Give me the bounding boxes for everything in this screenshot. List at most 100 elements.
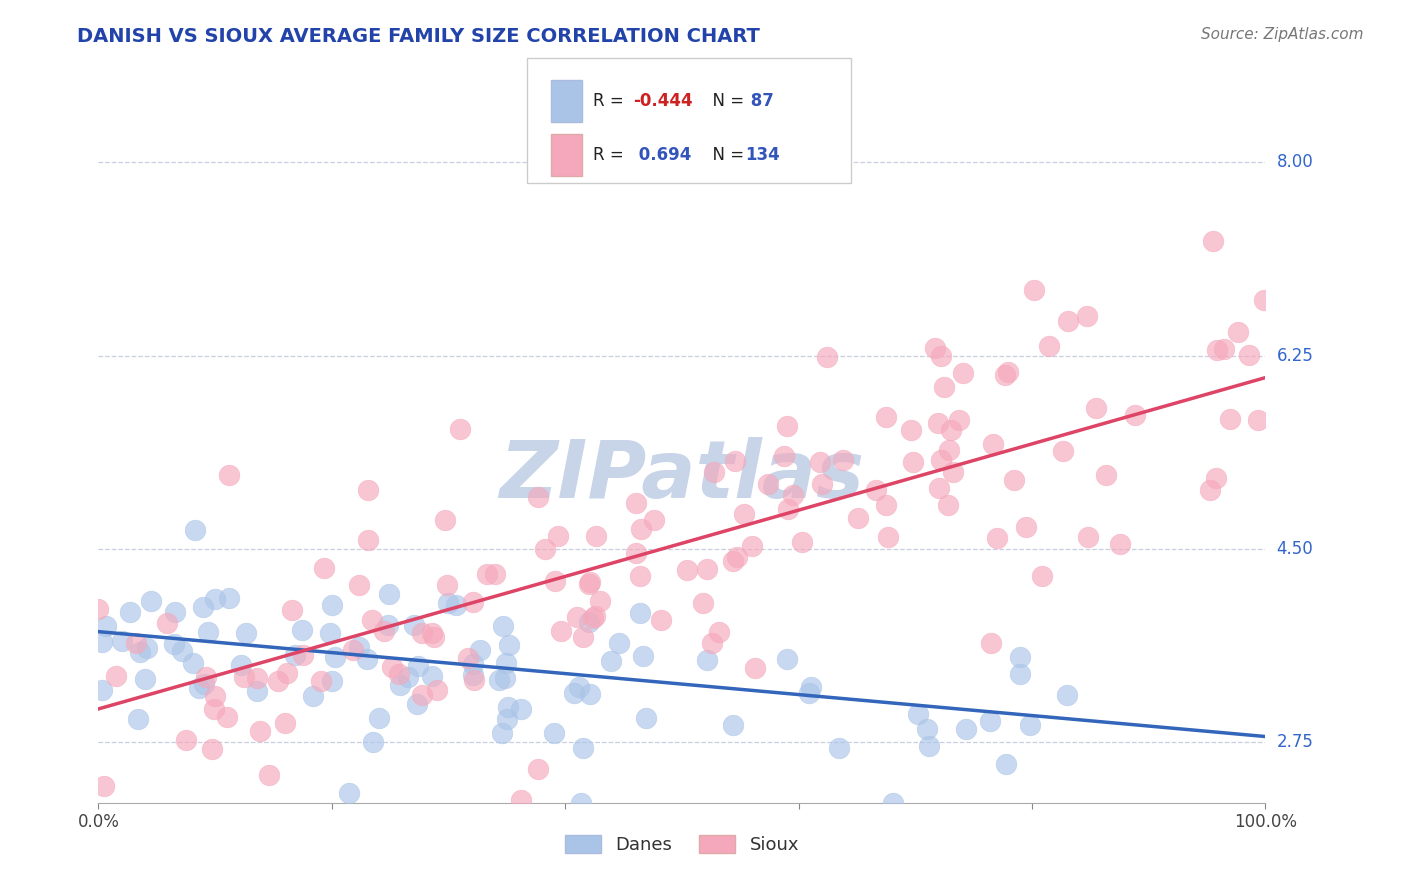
Point	[1008, 667, 1031, 681]
Point	[1109, 537, 1132, 551]
Text: 0.694: 0.694	[633, 146, 692, 164]
Point	[181, 656, 204, 670]
Point	[163, 637, 186, 651]
Point	[363, 735, 385, 749]
Point	[368, 711, 391, 725]
Point	[1085, 401, 1108, 416]
Point	[980, 636, 1002, 650]
Point	[721, 554, 744, 568]
Point	[599, 654, 621, 668]
Point	[929, 349, 952, 363]
Point	[165, 605, 187, 619]
Point	[703, 465, 725, 479]
Point	[628, 607, 651, 621]
Point	[700, 636, 723, 650]
Point	[118, 605, 141, 619]
Point	[1031, 568, 1053, 582]
Point	[1123, 408, 1146, 422]
Point	[624, 546, 647, 560]
Point	[470, 643, 492, 657]
Point	[927, 417, 949, 431]
Point	[249, 723, 271, 738]
Point	[776, 418, 799, 433]
Text: -0.444: -0.444	[633, 92, 692, 110]
Point	[246, 671, 269, 685]
Point	[457, 651, 479, 665]
Point	[1205, 470, 1227, 484]
Point	[994, 368, 1017, 383]
Point	[309, 674, 332, 689]
Point	[1095, 467, 1118, 482]
Point	[128, 645, 150, 659]
Point	[197, 624, 219, 639]
Point	[582, 611, 605, 625]
Point	[800, 680, 823, 694]
Point	[543, 726, 565, 740]
Point	[1212, 342, 1234, 356]
Point	[156, 616, 179, 631]
Point	[347, 640, 370, 654]
Point	[578, 615, 600, 629]
Point	[437, 596, 460, 610]
Point	[461, 668, 484, 682]
Point	[204, 689, 226, 703]
Point	[404, 617, 426, 632]
Point	[952, 367, 974, 381]
Point	[792, 534, 814, 549]
Point	[510, 793, 533, 807]
Text: 6.25: 6.25	[1277, 346, 1313, 365]
Point	[1008, 649, 1031, 664]
Point	[1057, 314, 1080, 328]
Point	[323, 650, 346, 665]
Text: DANISH VS SIOUX AVERAGE FAMILY SIZE CORRELATION CHART: DANISH VS SIOUX AVERAGE FAMILY SIZE CORR…	[77, 27, 761, 45]
Point	[1226, 325, 1249, 339]
Point	[547, 528, 569, 542]
Point	[93, 779, 115, 793]
Point	[633, 648, 655, 663]
Point	[361, 613, 384, 627]
Point	[125, 635, 148, 649]
Point	[571, 630, 593, 644]
Point	[104, 669, 127, 683]
Point	[1206, 343, 1229, 357]
Point	[423, 631, 446, 645]
Point	[170, 644, 193, 658]
Point	[578, 576, 600, 591]
Point	[321, 673, 343, 688]
Point	[979, 714, 1001, 728]
Text: 87: 87	[745, 92, 775, 110]
Point	[201, 742, 224, 756]
Point	[733, 508, 755, 522]
Point	[707, 624, 730, 639]
Point	[986, 531, 1008, 545]
Point	[291, 623, 314, 637]
Point	[259, 768, 281, 782]
Point	[494, 671, 516, 685]
Point	[174, 733, 197, 747]
Point	[828, 741, 851, 756]
Point	[630, 522, 652, 536]
Point	[461, 657, 484, 671]
Text: 134: 134	[745, 146, 780, 164]
Point	[865, 483, 887, 497]
Point	[1247, 413, 1270, 427]
Point	[775, 652, 797, 666]
Point	[373, 624, 395, 638]
Point	[444, 598, 467, 612]
Point	[495, 656, 517, 670]
Point	[398, 670, 420, 684]
Text: 4.50: 4.50	[1277, 540, 1313, 558]
Point	[643, 513, 665, 527]
Point	[232, 670, 254, 684]
Point	[782, 488, 804, 502]
Point	[1202, 234, 1225, 248]
Point	[776, 502, 799, 516]
Point	[509, 702, 531, 716]
Point	[127, 713, 149, 727]
Point	[436, 577, 458, 591]
Point	[235, 625, 257, 640]
Point	[321, 599, 343, 613]
Point	[378, 587, 401, 601]
Point	[388, 678, 411, 692]
Point	[377, 617, 399, 632]
